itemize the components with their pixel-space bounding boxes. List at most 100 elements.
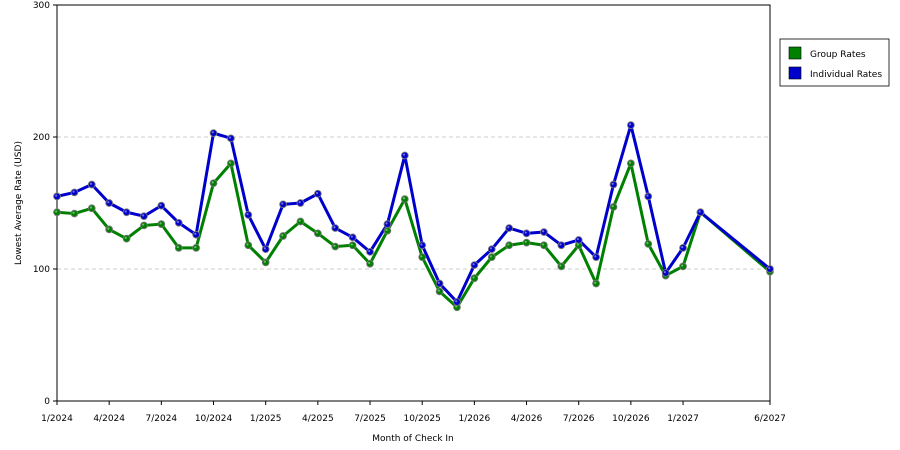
data-point-highlight xyxy=(489,247,493,250)
data-point-highlight xyxy=(524,231,527,234)
data-point-highlight xyxy=(263,260,266,263)
data-point-highlight xyxy=(681,264,684,267)
series-lines xyxy=(56,123,771,309)
data-point-highlight xyxy=(194,232,197,235)
x-tick-label: 7/2026 xyxy=(563,414,595,424)
data-point xyxy=(192,230,200,239)
data-point xyxy=(487,245,496,254)
data-point-highlight xyxy=(420,255,423,258)
data-point-highlight xyxy=(542,243,545,246)
x-tick-label: 7/2025 xyxy=(354,414,386,424)
data-point xyxy=(505,224,513,232)
data-point xyxy=(122,208,131,217)
data-point xyxy=(487,253,496,261)
data-point xyxy=(140,212,148,221)
data-point-highlight xyxy=(159,203,162,206)
data-point xyxy=(644,240,653,248)
data-point-highlight xyxy=(507,226,510,229)
data-point xyxy=(766,265,774,273)
data-point xyxy=(627,121,635,129)
data-point-highlight xyxy=(559,243,562,246)
data-point-highlight xyxy=(385,222,388,225)
data-point-highlight xyxy=(402,153,406,156)
legend-label-individual: Individual Rates xyxy=(810,70,882,80)
data-point-highlight xyxy=(542,230,545,233)
data-point xyxy=(244,211,253,219)
data-point xyxy=(470,261,479,269)
data-point xyxy=(505,241,513,250)
data-point xyxy=(400,151,409,160)
data-point-highlight xyxy=(107,227,110,230)
data-point-highlight xyxy=(350,243,353,246)
data-point xyxy=(157,201,166,210)
data-point xyxy=(296,199,305,207)
data-point xyxy=(522,238,531,247)
data-point-highlight xyxy=(55,210,58,213)
data-point-highlight xyxy=(229,136,232,139)
data-point-highlight xyxy=(611,182,614,185)
y-tick-label: 200 xyxy=(33,133,50,143)
x-tick-label: 1/2024 xyxy=(41,414,73,424)
data-point xyxy=(105,225,114,234)
data-point xyxy=(314,189,322,198)
data-point-highlight xyxy=(576,243,580,246)
data-point-highlight xyxy=(246,212,249,216)
x-tick-label: 10/2024 xyxy=(195,414,233,424)
data-point-highlight xyxy=(507,243,510,246)
data-point-highlight xyxy=(489,255,493,258)
data-point xyxy=(522,229,531,238)
series-line-0 xyxy=(56,161,771,309)
data-point-highlight xyxy=(142,214,145,217)
data-point xyxy=(331,242,340,251)
data-point-highlight xyxy=(72,211,75,214)
x-axis-title: Month of Check In xyxy=(372,434,454,444)
data-point xyxy=(348,233,357,242)
data-point xyxy=(679,262,687,271)
data-point xyxy=(261,245,270,254)
data-point-highlight xyxy=(646,194,649,197)
x-axis: 1/2024 4/2024 7/2024 10/2024 1/2025 4/2025 7/2… xyxy=(41,401,786,424)
data-point xyxy=(244,241,253,250)
data-point xyxy=(366,247,374,256)
data-point xyxy=(105,199,114,207)
data-point-highlight xyxy=(455,305,458,308)
data-point xyxy=(418,253,427,261)
data-point-highlight xyxy=(455,300,458,303)
data-point-highlight xyxy=(594,281,597,284)
data-point xyxy=(261,258,270,267)
data-point xyxy=(279,200,287,209)
data-point-highlight xyxy=(246,243,249,246)
data-point-highlight xyxy=(124,210,127,213)
legend: Group Rates Individual Rates xyxy=(779,38,890,87)
data-point xyxy=(644,192,653,201)
data-point xyxy=(122,234,131,243)
data-point-highlight xyxy=(281,202,284,205)
legend-label-group: Group Rates xyxy=(810,50,866,60)
data-point xyxy=(661,269,670,277)
data-point-highlight xyxy=(437,289,440,292)
data-point-highlight xyxy=(681,245,684,249)
data-point-highlight xyxy=(437,281,440,284)
data-point-highlight xyxy=(211,181,214,184)
data-point xyxy=(435,287,444,296)
data-point xyxy=(592,253,600,261)
data-point-highlight xyxy=(368,249,371,253)
y-tick-label: 0 xyxy=(44,397,50,407)
data-point xyxy=(192,244,200,252)
data-point xyxy=(540,228,548,236)
data-point-highlight xyxy=(176,220,180,224)
data-point-highlight xyxy=(646,242,649,245)
series-points xyxy=(53,121,774,312)
x-tick-label: 1/2025 xyxy=(250,414,282,424)
data-point-highlight xyxy=(89,206,93,209)
data-point-highlight xyxy=(768,267,771,270)
data-point-highlight xyxy=(594,255,597,258)
data-point-highlight xyxy=(385,228,388,232)
data-point xyxy=(174,218,183,227)
data-point xyxy=(435,279,444,288)
data-point-highlight xyxy=(628,123,632,126)
data-point-highlight xyxy=(472,263,475,266)
data-point xyxy=(87,180,96,189)
data-point-highlight xyxy=(55,194,58,197)
